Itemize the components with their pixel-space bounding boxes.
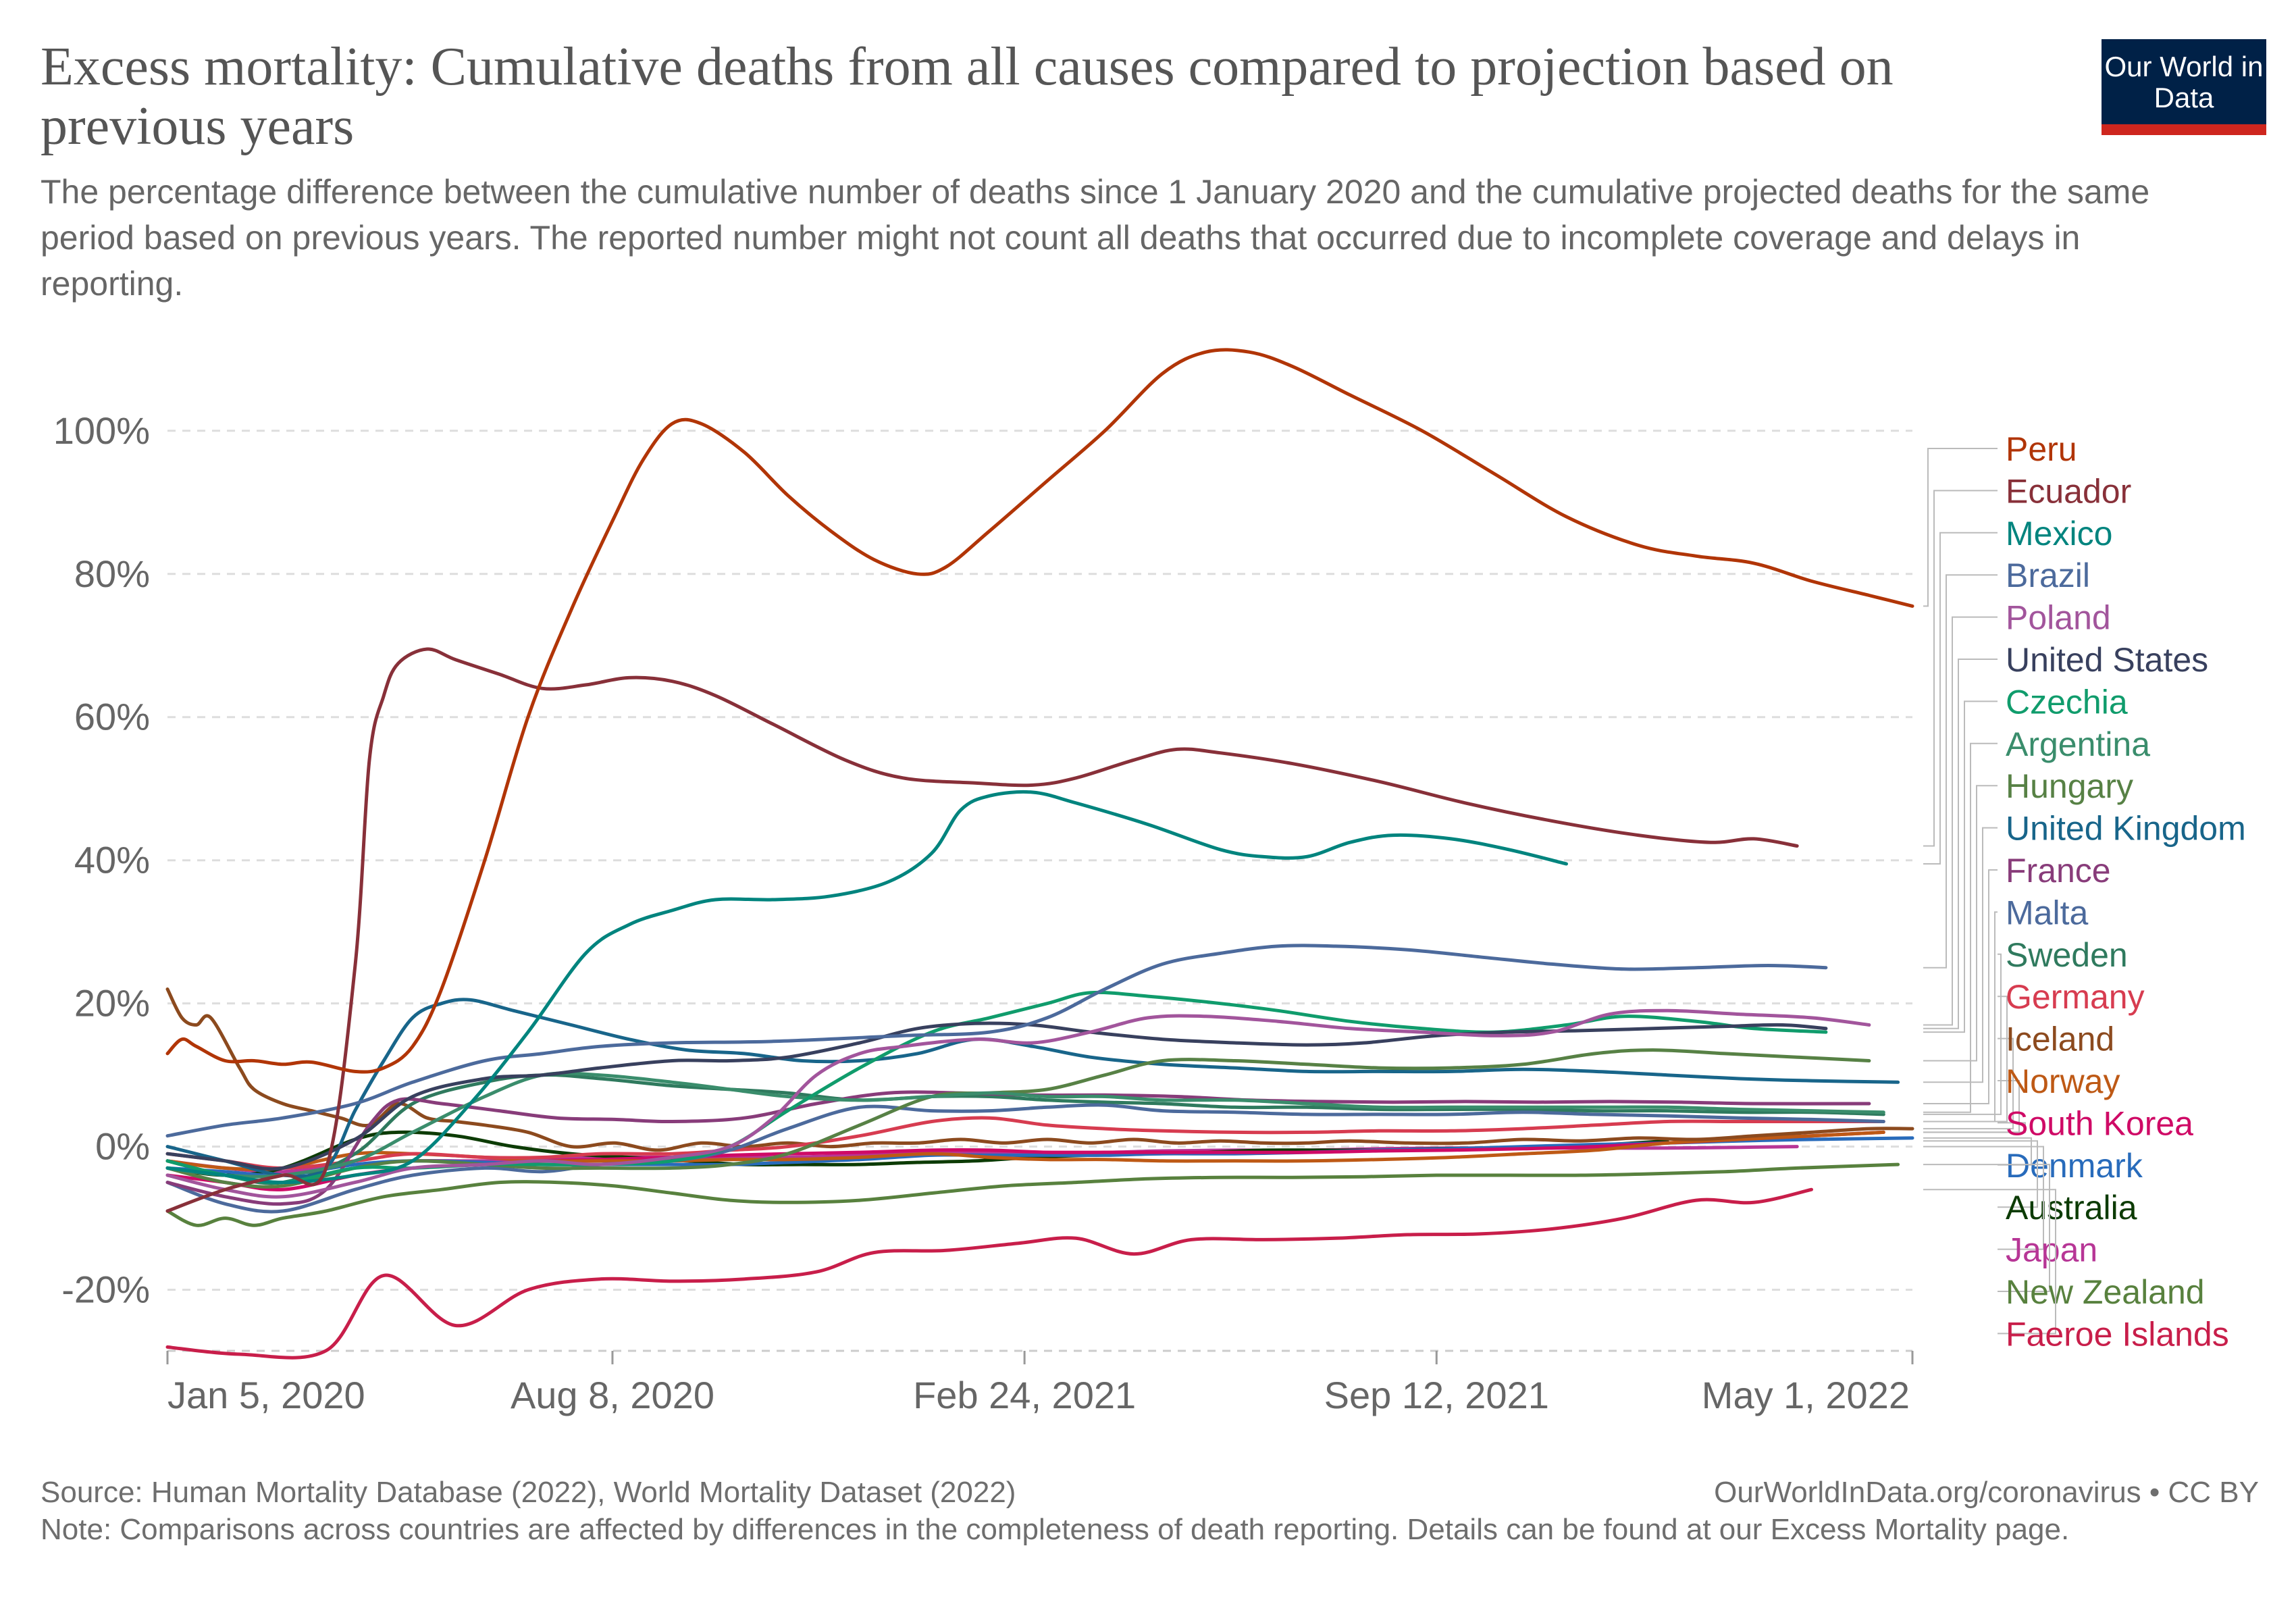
legend-label-poland: Poland	[2006, 599, 2111, 637]
legend-connector-france	[1923, 869, 1998, 1104]
legend-connector-peru	[1923, 448, 1998, 607]
legend-connector-poland	[1923, 616, 1998, 1026]
series-line-ecuador	[165, 647, 1799, 1213]
legend-label-czechia: Czechia	[2006, 683, 2128, 721]
legend-label-sweden: Sweden	[2006, 936, 2128, 974]
owid-logo[interactable]: Our World in Data	[2102, 39, 2266, 135]
legend-connector-malta	[1923, 911, 1998, 1123]
credit-link[interactable]: OurWorldInData.org/coronavirus • CC BY	[1714, 1476, 2259, 1509]
series-line-poland	[165, 1008, 1871, 1199]
legend-label-hungary: Hungary	[2006, 767, 2133, 805]
legend-connector-germany	[1923, 996, 2008, 1123]
legend-label-south-korea: South Korea	[2006, 1104, 2193, 1142]
legend-label-peru: Peru	[2006, 430, 2077, 468]
series-line-argentina	[165, 1071, 1885, 1179]
footnote: Note: Comparisons across countries are a…	[41, 1513, 2070, 1546]
y-tick-label: 40%	[74, 839, 150, 881]
legend-label-new-zealand: New Zealand	[2006, 1273, 2205, 1311]
y-tick-label: 100%	[53, 409, 150, 452]
legend-connector-ecuador	[1923, 490, 1998, 847]
legend: Peru Ecuador Mexico Brazil Poland United Stat…	[1923, 430, 2246, 1353]
legend-connector-hungary	[1923, 785, 1998, 1062]
legend-label-faeroe-islands: Faeroe Islands	[2006, 1315, 2229, 1353]
series-line-peru	[165, 348, 1914, 1074]
series-line-france	[165, 1090, 1871, 1206]
legend-connector-argentina	[1923, 742, 1998, 1113]
series-line-sweden	[165, 1073, 1885, 1185]
legend-label-australia: Australia	[2006, 1189, 2137, 1227]
series-line-iceland	[165, 987, 1914, 1152]
y-tick-label: -20%	[61, 1268, 150, 1311]
legend-label-malta: Malta	[2006, 894, 2088, 931]
chart-subtitle: The percentage difference between the cu…	[41, 173, 2150, 303]
legend-label-ecuador: Ecuador	[2006, 472, 2131, 510]
legend-label-mexico: Mexico	[2006, 515, 2112, 552]
legend-label-iceland: Iceland	[2006, 1021, 2114, 1058]
legend-label-brazil: Brazil	[2006, 557, 2090, 594]
x-axis: Jan 5, 2020 Aug 8, 2020 Feb 24, 2021 Sep 12…	[166, 1349, 1914, 1416]
series-line-brazil	[165, 944, 1828, 1138]
chart-title: Excess mortality: Cumulative deaths from…	[41, 37, 1894, 156]
legend-connector-czechia	[1923, 700, 1998, 1033]
x-tick-label: Feb 24, 2021	[913, 1374, 1136, 1416]
logo-text: Our World in Data	[2104, 51, 2264, 113]
y-tick-label: 0%	[95, 1125, 150, 1168]
legend-label-norway: Norway	[2006, 1062, 2120, 1100]
series-line-mexico	[165, 790, 1568, 1185]
series-line-germany	[165, 1116, 1885, 1170]
x-tick-label: Jan 5, 2020	[167, 1374, 365, 1416]
legend-connector-south-korea	[1923, 1122, 2026, 1133]
y-tick-label: 80%	[74, 552, 150, 595]
legend-label-france: France	[2006, 852, 2111, 890]
legend-label-argentina: Argentina	[2006, 725, 2150, 763]
legend-connector-new-zealand	[1923, 1164, 2050, 1292]
legend-connector-faeroe-islands	[1923, 1189, 2056, 1335]
x-tick-label: May 1, 2022	[1702, 1374, 1910, 1416]
line-chart: -20% 0% 20% 40% 60% 80% 100% Jan 5, 2020 Aug 8,…	[53, 348, 2246, 1416]
y-tick-label: 20%	[74, 982, 150, 1025]
source-note: Source: Human Mortality Database (2022),…	[41, 1476, 1016, 1509]
legend-label-united-kingdom: United Kingdom	[2006, 810, 2246, 848]
legend-connector-australia	[1923, 1140, 2038, 1208]
legend-connector-iceland	[1923, 1037, 2014, 1130]
x-tick-label: Aug 8, 2020	[511, 1374, 714, 1416]
legend-connector-japan	[1923, 1146, 2044, 1250]
series-line-united-kingdom	[165, 998, 1900, 1179]
series-line-new-zealand	[165, 1162, 1900, 1227]
legend-label-japan: Japan	[2006, 1231, 2097, 1269]
legend-label-denmark: Denmark	[2006, 1147, 2143, 1185]
legend-label-united-states: United States	[2006, 641, 2208, 679]
series-line-malta	[165, 1103, 1885, 1214]
x-tick-label: Sep 12, 2021	[1324, 1374, 1549, 1416]
legend-connector-united-states	[1923, 659, 1998, 1029]
series-line-faeroe-islands	[165, 1187, 1813, 1360]
series-lines	[165, 348, 1914, 1360]
y-tick-label: 60%	[74, 696, 150, 738]
legend-connector-united-kingdom	[1923, 827, 1998, 1083]
legend-connector-brazil	[1923, 574, 1998, 969]
legend-connector-mexico	[1923, 532, 1998, 865]
legend-connector-sweden	[1923, 953, 2002, 1115]
logo-accent-bar	[2102, 124, 2266, 135]
y-axis: -20% 0% 20% 40% 60% 80% 100%	[53, 409, 150, 1311]
legend-label-germany: Germany	[2006, 978, 2145, 1016]
